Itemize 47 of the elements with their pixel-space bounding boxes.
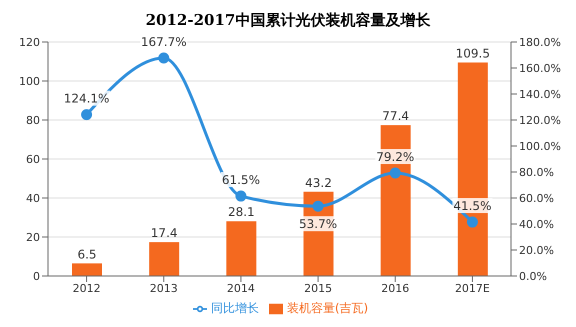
- y-tick-label: 60: [26, 152, 40, 166]
- y2-tick-label: 40.0%: [519, 218, 554, 231]
- x-tick-label: 2014: [226, 282, 255, 295]
- chart-title: 2012-2017中国累计光伏装机容量及增长: [144, 10, 432, 31]
- data-label: 124.1%: [64, 92, 110, 106]
- legend-label: 装机容量(吉瓦): [286, 301, 368, 315]
- point: [312, 200, 324, 212]
- y2-tick-label: 140.0%: [519, 88, 561, 101]
- data-label: 167.7%: [140, 34, 187, 49]
- point: [81, 109, 92, 120]
- data-label: 43.2: [305, 176, 332, 190]
- y2-tick-label: 60.0%: [519, 192, 554, 205]
- point: [466, 216, 478, 228]
- data-label: 53.7%: [299, 217, 338, 232]
- x-tick-label: 2013: [150, 282, 178, 295]
- y2-tick-label: 80.0%: [519, 166, 554, 179]
- data-label: 79.2%: [376, 150, 414, 164]
- x-tick-label: 2015: [304, 282, 332, 295]
- data-label: 77.4: [382, 109, 410, 124]
- data-label: 17.4: [150, 226, 178, 240]
- y-tick-label: 20: [26, 230, 40, 244]
- y2-tick-label: 180.0%: [519, 36, 561, 49]
- y2-tick-label: 120.0%: [519, 114, 561, 127]
- y-tick-label: 80: [26, 114, 40, 127]
- bar: [226, 221, 256, 276]
- data-label: 28.1: [228, 205, 255, 220]
- y-tick-label: 40: [26, 192, 40, 205]
- point: [390, 168, 401, 179]
- y-tick-label: 120: [19, 36, 40, 49]
- data-label: 109.5: [456, 46, 490, 60]
- bar: [72, 263, 102, 276]
- y-tick-label: 100: [19, 74, 40, 88]
- x-tick-label: 2017E: [454, 282, 490, 295]
- bar: [149, 242, 180, 276]
- data-label: 61.5%: [222, 173, 260, 188]
- point: [158, 52, 170, 64]
- y2-tick-label: 100.0%: [519, 140, 561, 153]
- point: [235, 190, 246, 202]
- data-label: 6.5: [77, 247, 97, 262]
- y2-tick-label: 20.0%: [519, 244, 554, 257]
- y2-tick-label: 160.0%: [519, 62, 561, 75]
- y-tick-label: 0: [33, 270, 40, 283]
- legend-label: 同比增长: [210, 301, 259, 315]
- x-tick-label: 2016: [381, 282, 410, 295]
- y2-tick-label: 0.0%: [519, 270, 547, 283]
- x-tick-label: 2012: [72, 282, 101, 295]
- data-label: 41.5%: [453, 199, 492, 214]
